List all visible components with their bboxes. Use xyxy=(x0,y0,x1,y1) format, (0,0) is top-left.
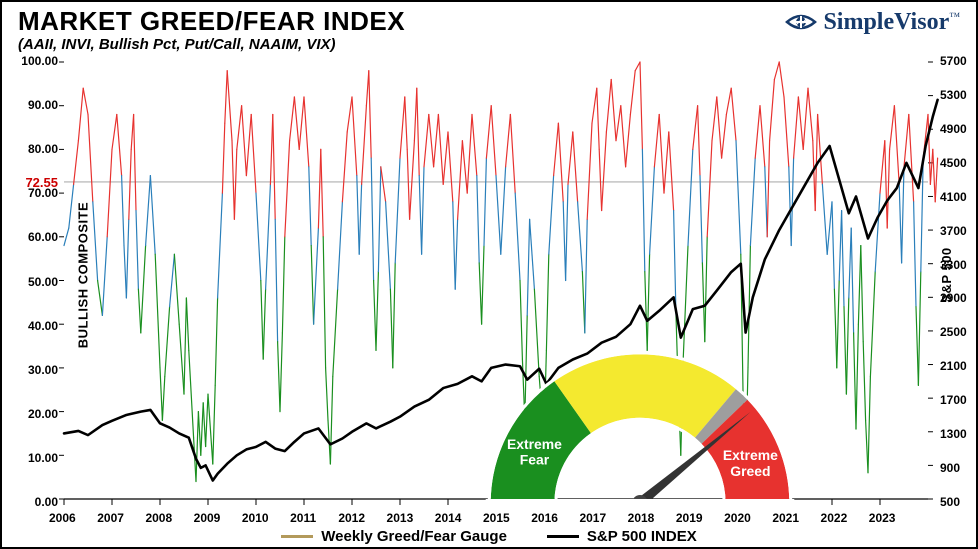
x-tick-label: 2009 xyxy=(194,511,221,525)
x-tick-label: 2019 xyxy=(676,511,703,525)
trademark-symbol: ™ xyxy=(949,11,960,23)
yleft-tick-label: 80.00 xyxy=(14,142,58,156)
title-block: MARKET GREED/FEAR INDEX (AAII, INVI, Bul… xyxy=(18,8,405,53)
chart-title: MARKET GREED/FEAR INDEX xyxy=(18,8,405,35)
brand-eye-icon xyxy=(785,8,817,36)
plot-area: ExtremeFearExtremeGreed 2006200720082009… xyxy=(64,62,928,499)
x-tick-label: 2014 xyxy=(435,511,462,525)
yright-tick-label: 3300 xyxy=(940,258,967,272)
yleft-tick-label: 20.00 xyxy=(14,407,58,421)
chart-subtitle: (AAII, INVI, Bullish Pct, Put/Call, NAAI… xyxy=(18,36,405,53)
yleft-tick-label: 90.00 xyxy=(14,98,58,112)
yright-tick-label: 1300 xyxy=(940,427,967,441)
yright-tick-label: 5300 xyxy=(940,88,967,102)
chart-legend: Weekly Greed/Fear Gauge S&P 500 INDEX xyxy=(2,528,976,545)
x-tick-label: 2013 xyxy=(387,511,414,525)
yleft-tick-label: 50.00 xyxy=(14,275,58,289)
yright-tick-label: 2500 xyxy=(940,325,967,339)
yleft-tick-label: 60.00 xyxy=(14,230,58,244)
brand-logo: SimpleVisor™ xyxy=(785,8,960,36)
yleft-tick-label: 10.00 xyxy=(14,451,58,465)
yright-tick-label: 1700 xyxy=(940,393,967,407)
x-tick-label: 2021 xyxy=(772,511,799,525)
yright-tick-label: 4500 xyxy=(940,156,967,170)
yright-tick-label: 4900 xyxy=(940,122,967,136)
legend-item-sp500: S&P 500 INDEX xyxy=(547,528,697,545)
x-tick-label: 2020 xyxy=(724,511,751,525)
x-tick-label: 2010 xyxy=(242,511,269,525)
legend-label-gauge: Weekly Greed/Fear Gauge xyxy=(321,528,507,545)
yleft-tick-label: 30.00 xyxy=(14,363,58,377)
legend-swatch-sp500 xyxy=(547,535,579,538)
x-tick-label: 2018 xyxy=(628,511,655,525)
svg-text:ExtremeGreed: ExtremeGreed xyxy=(723,447,778,479)
yright-tick-label: 3700 xyxy=(940,224,967,238)
brand-name: SimpleVisor xyxy=(823,9,949,35)
x-tick-label: 2023 xyxy=(869,511,896,525)
x-tick-label: 2011 xyxy=(290,511,316,525)
x-tick-label: 2006 xyxy=(49,511,76,525)
yleft-tick-label: 40.00 xyxy=(14,319,58,333)
plot-svg: ExtremeFearExtremeGreed xyxy=(64,62,928,499)
yright-tick-label: 500 xyxy=(940,495,960,509)
x-tick-label: 2007 xyxy=(97,511,124,525)
chart-container: MARKET GREED/FEAR INDEX (AAII, INVI, Bul… xyxy=(0,0,978,549)
yright-tick-label: 2100 xyxy=(940,359,967,373)
reference-line-label: 72.55 xyxy=(14,175,58,190)
x-tick-label: 2022 xyxy=(821,511,848,525)
legend-item-gauge: Weekly Greed/Fear Gauge xyxy=(281,528,507,545)
x-tick-label: 2015 xyxy=(483,511,510,525)
chart-header: MARKET GREED/FEAR INDEX (AAII, INVI, Bul… xyxy=(18,8,960,53)
legend-swatch-gauge xyxy=(281,535,313,538)
x-tick-label: 2017 xyxy=(579,511,606,525)
yleft-tick-label: 0.00 xyxy=(14,495,58,509)
x-tick-label: 2016 xyxy=(531,511,558,525)
yright-tick-label: 4100 xyxy=(940,190,967,204)
yright-tick-label: 900 xyxy=(940,461,960,475)
yright-tick-label: 2900 xyxy=(940,291,967,305)
yright-tick-label: 5700 xyxy=(940,54,967,68)
yleft-tick-label: 100.00 xyxy=(14,54,58,68)
legend-label-sp500: S&P 500 INDEX xyxy=(587,528,697,545)
x-tick-label: 2008 xyxy=(145,511,172,525)
x-tick-label: 2012 xyxy=(338,511,365,525)
